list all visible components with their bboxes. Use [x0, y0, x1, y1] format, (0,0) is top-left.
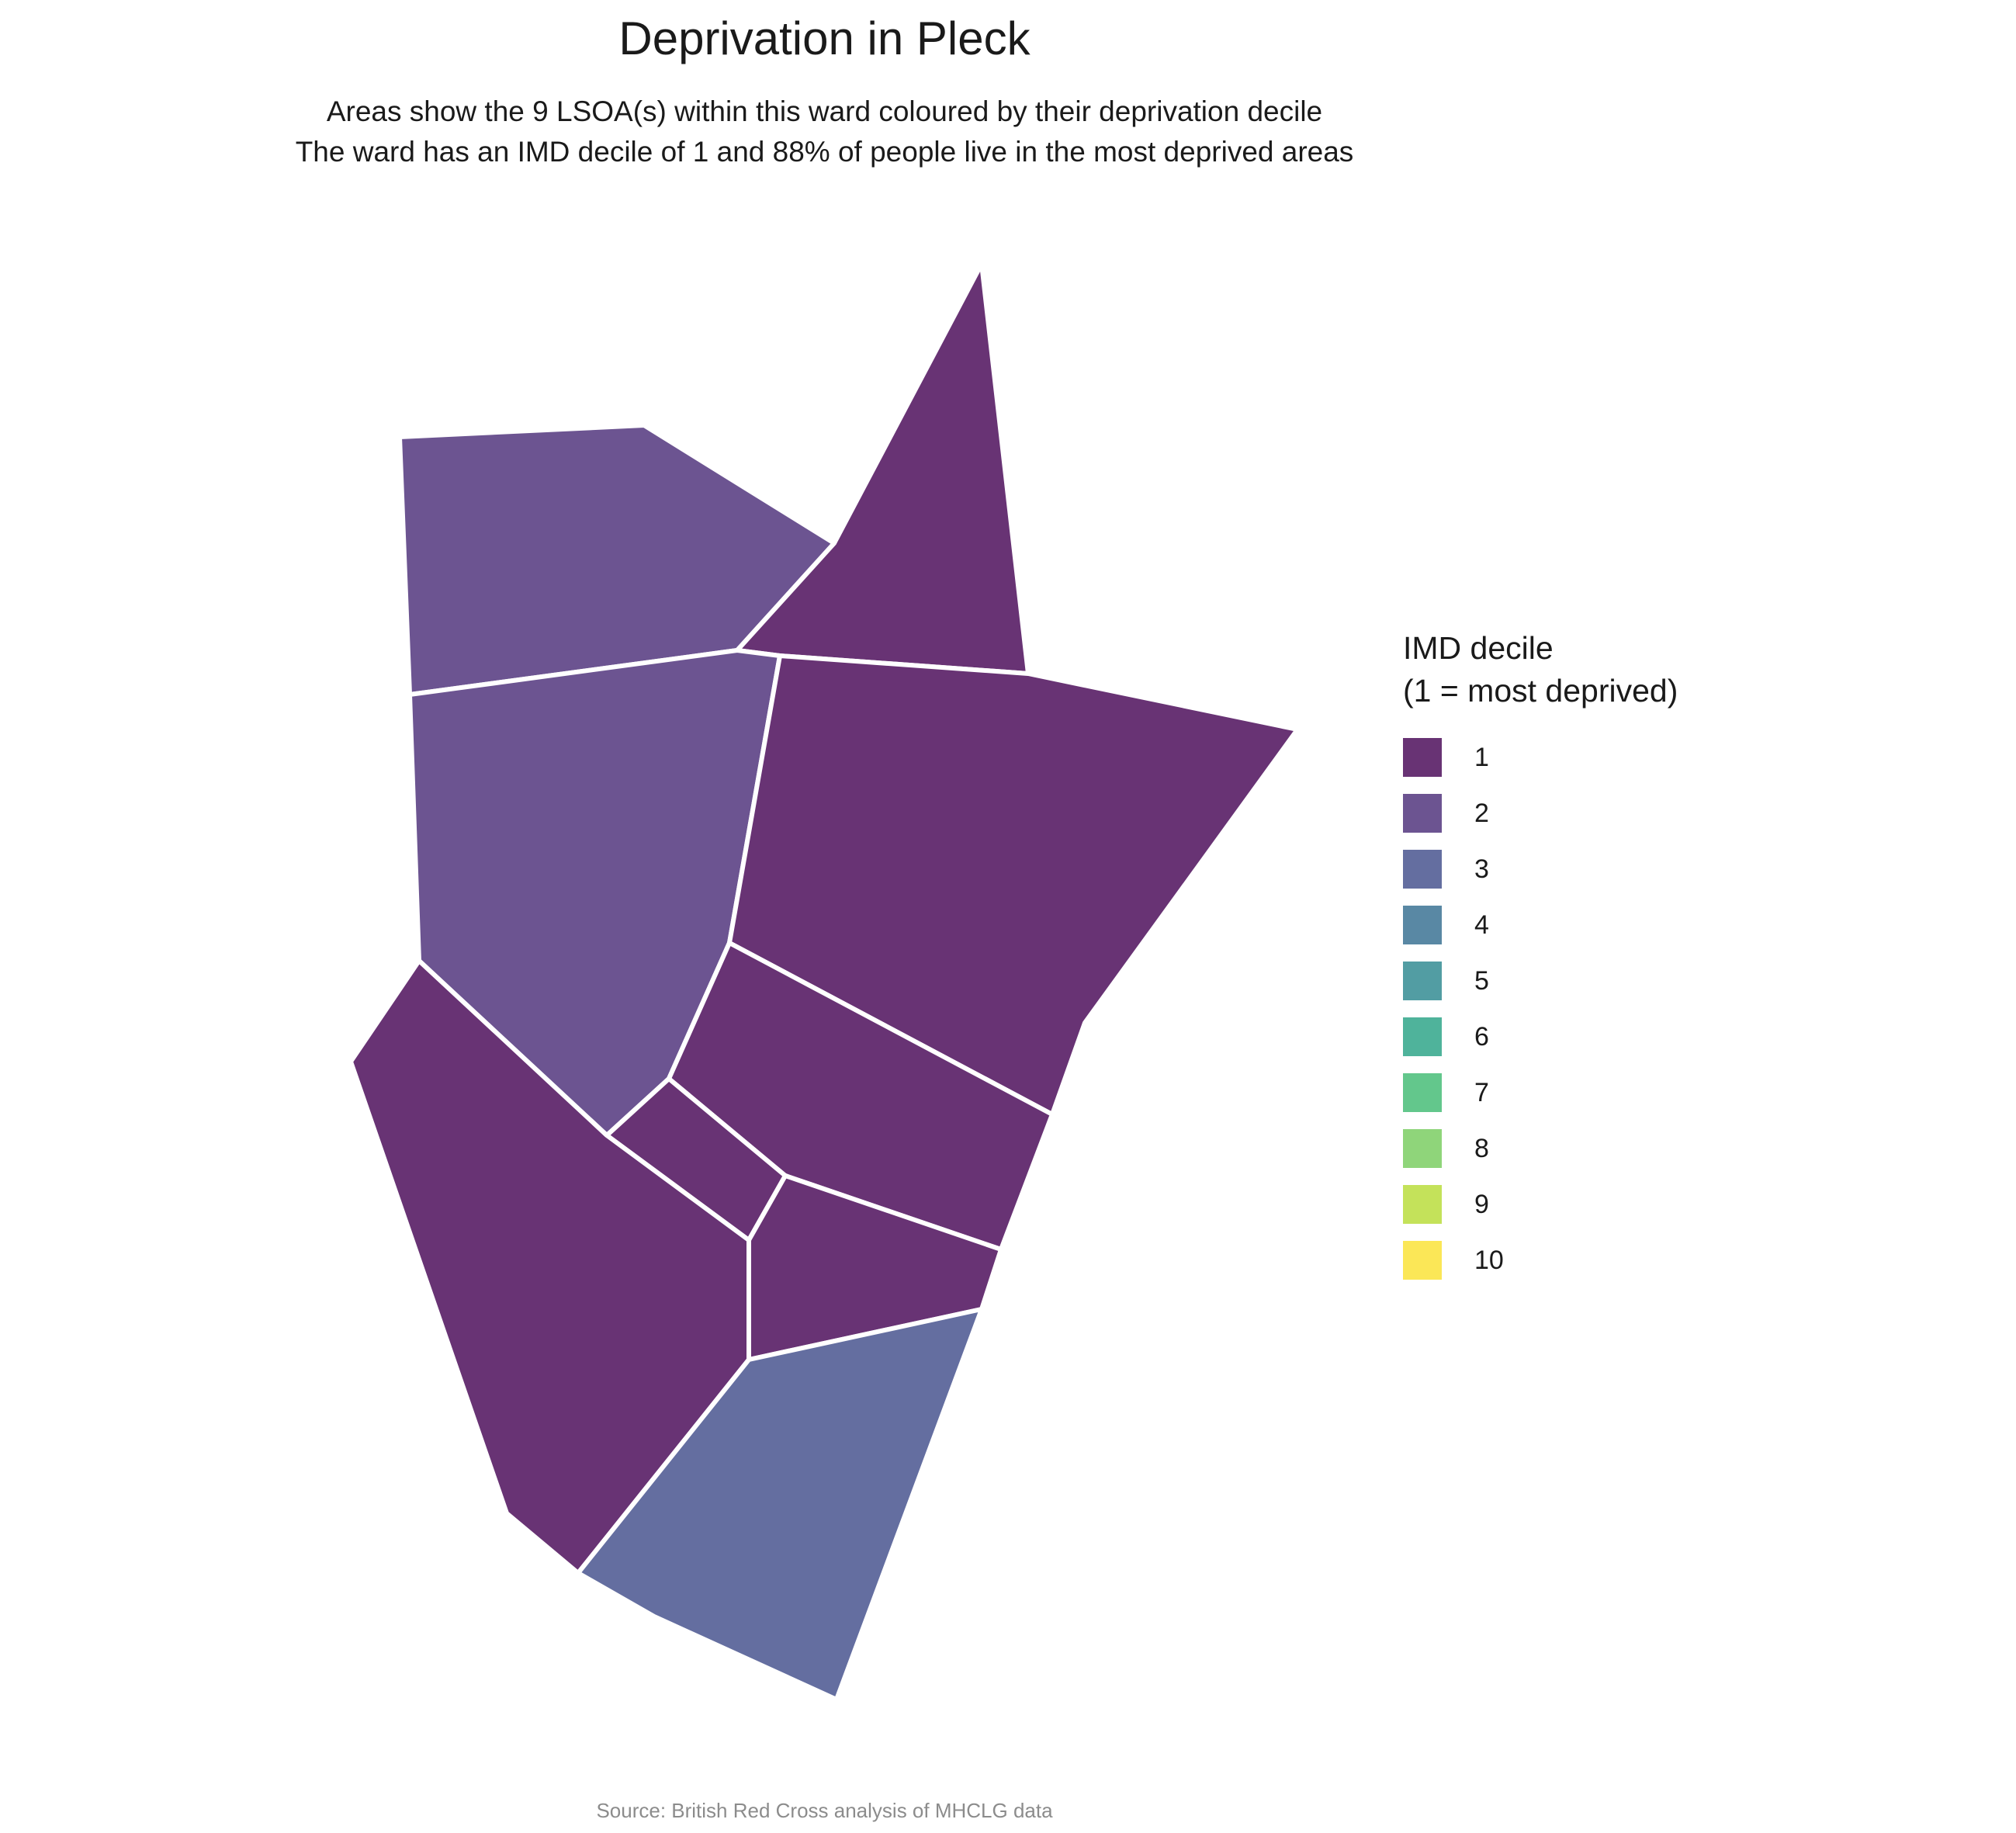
legend-item-2: 2 — [1403, 785, 1678, 841]
legend-item-8: 8 — [1403, 1121, 1678, 1176]
chart-title: Deprivation in Pleck — [618, 12, 1031, 64]
legend-swatch-7 — [1403, 1073, 1442, 1112]
subtitle-line-2: The ward has an IMD decile of 1 and 88% … — [295, 136, 1354, 168]
legend-swatch-4 — [1403, 906, 1442, 944]
legend-title-line-1: IMD decile — [1403, 630, 1554, 666]
subtitle-line-1: Areas show the 9 LSOA(s) within this war… — [326, 95, 1323, 127]
legend: IMD decile (1 = most deprived) 1 2 3 4 5 6 7 8 9… — [1403, 627, 1678, 1288]
legend-item-3: 3 — [1403, 841, 1678, 897]
legend-item-6: 6 — [1403, 1009, 1678, 1065]
lsoa-area-north-east-spike — [735, 262, 1031, 676]
legend-label-3: 3 — [1474, 854, 1489, 884]
legend-swatch-8 — [1403, 1129, 1442, 1168]
legend-label-6: 6 — [1474, 1021, 1489, 1052]
legend-label-9: 9 — [1474, 1189, 1489, 1219]
legend-item-7: 7 — [1403, 1065, 1678, 1121]
legend-label-4: 4 — [1474, 910, 1489, 940]
legend-swatch-3 — [1403, 850, 1442, 889]
legend-item-9: 9 — [1403, 1176, 1678, 1232]
source-caption: Source: British Red Cross analysis of MH… — [596, 1799, 1053, 1822]
chart-subtitle: Areas show the 9 LSOA(s) within this war… — [0, 92, 1649, 172]
legend-swatch-5 — [1403, 962, 1442, 1000]
legend-label-5: 5 — [1474, 965, 1489, 996]
legend-swatch-9 — [1403, 1185, 1442, 1224]
legend-item-10: 10 — [1403, 1232, 1678, 1288]
legend-label-1: 1 — [1474, 742, 1489, 772]
legend-label-7: 7 — [1474, 1077, 1489, 1107]
legend-label-10: 10 — [1474, 1245, 1504, 1275]
legend-title-line-2: (1 = most deprived) — [1403, 673, 1678, 709]
legend-item-1: 1 — [1403, 729, 1678, 785]
legend-item-4: 4 — [1403, 897, 1678, 953]
legend-swatch-10 — [1403, 1241, 1442, 1280]
legend-label-8: 8 — [1474, 1133, 1489, 1163]
legend-swatch-6 — [1403, 1017, 1442, 1056]
legend-swatch-1 — [1403, 738, 1442, 777]
lsoa-area-south — [576, 1307, 984, 1702]
legend-item-5: 5 — [1403, 953, 1678, 1009]
legend-swatch-2 — [1403, 794, 1442, 833]
legend-items: 1 2 3 4 5 6 7 8 9 10 — [1403, 729, 1678, 1288]
legend-label-2: 2 — [1474, 798, 1489, 828]
